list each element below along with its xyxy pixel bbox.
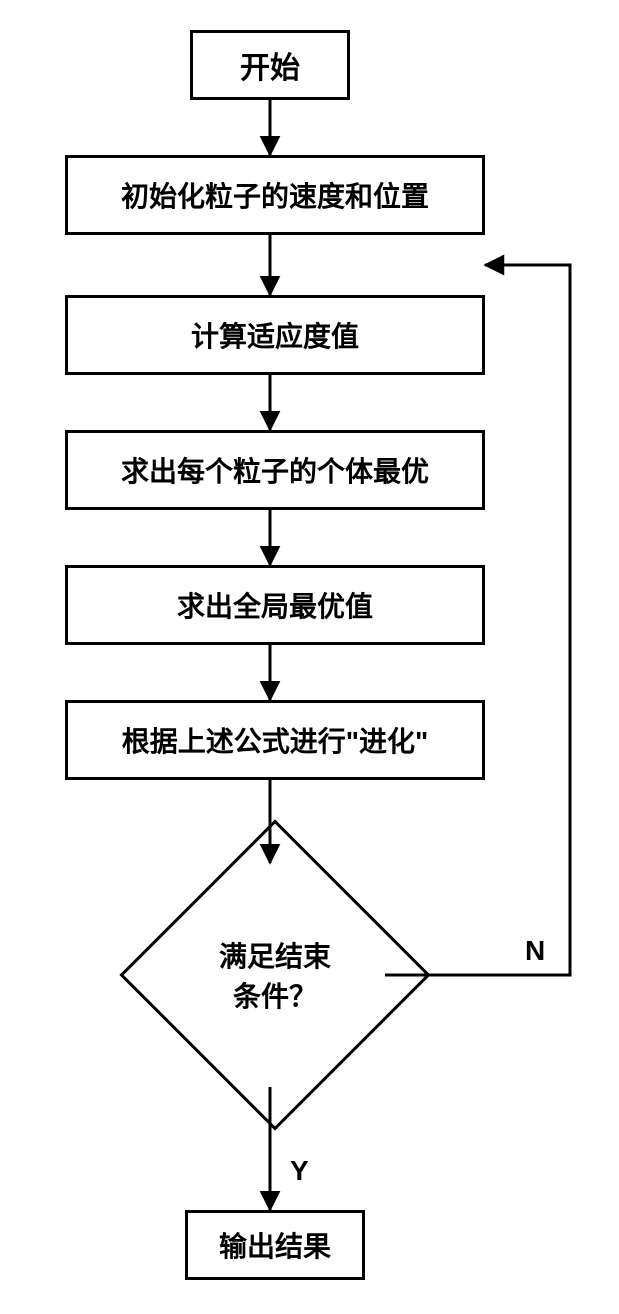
node-init-label: 初始化粒子的速度和位置 bbox=[121, 175, 429, 215]
label-no: N bbox=[525, 935, 545, 967]
node-evolve: 根据上述公式进行"进化" bbox=[65, 700, 485, 780]
node-evolve-label: 根据上述公式进行"进化" bbox=[122, 720, 429, 760]
node-output: 输出结果 bbox=[185, 1210, 365, 1280]
node-start: 开始 bbox=[190, 30, 350, 100]
node-fitness: 计算适应度值 bbox=[65, 295, 485, 375]
node-start-label: 开始 bbox=[240, 43, 300, 87]
label-yes: Y bbox=[290, 1155, 309, 1187]
node-fitness-label: 计算适应度值 bbox=[191, 315, 359, 355]
node-cond bbox=[119, 819, 430, 1130]
node-pbest: 求出每个粒子的个体最优 bbox=[65, 430, 485, 510]
node-gbest-label: 求出全局最优值 bbox=[177, 585, 373, 625]
flowchart-container: 开始 初始化粒子的速度和位置 计算适应度值 求出每个粒子的个体最优 求出全局最优… bbox=[0, 0, 619, 1314]
node-pbest-label: 求出每个粒子的个体最优 bbox=[121, 450, 429, 490]
node-init: 初始化粒子的速度和位置 bbox=[65, 155, 485, 235]
node-gbest: 求出全局最优值 bbox=[65, 565, 485, 645]
node-output-label: 输出结果 bbox=[219, 1225, 331, 1265]
